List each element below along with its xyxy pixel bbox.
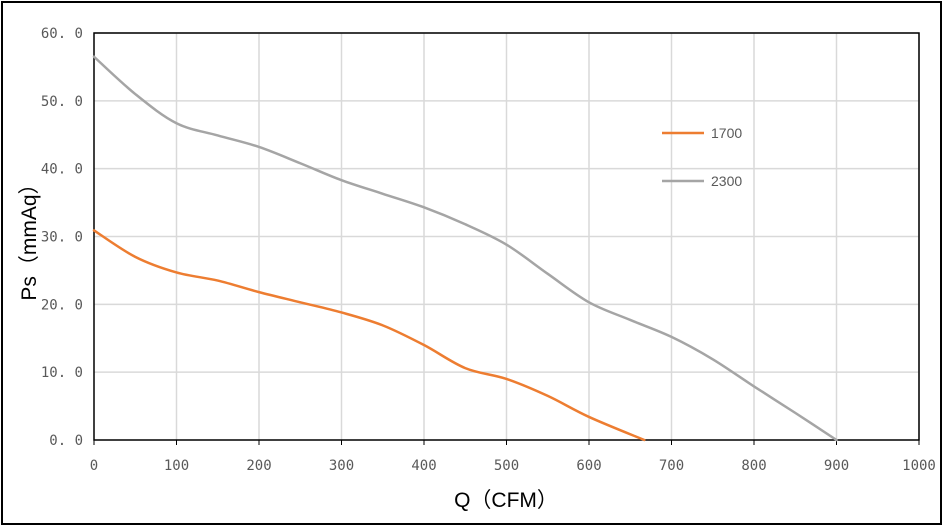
series-line-1700	[92, 229, 646, 442]
x-tick-label: 700	[659, 458, 684, 474]
y-axis-title: Ps（mmAq）	[18, 173, 41, 300]
x-tick-label: 200	[246, 458, 271, 474]
x-tick-label: 900	[824, 458, 849, 474]
y-tick-label: 10. 0	[41, 365, 83, 381]
x-tick-label: 0	[90, 458, 98, 474]
y-tick-label: 60. 0	[41, 26, 83, 42]
x-tick-label: 400	[411, 458, 436, 474]
legend-label-1700: 1700	[711, 125, 742, 141]
axes	[93, 32, 920, 445]
x-tick-labels: 0 100 200 300 400 500 600 700 800 900 1000	[90, 458, 936, 474]
x-axis-title: Q（CFM）	[454, 489, 558, 512]
legend-label-2300: 2300	[711, 173, 742, 189]
x-tick-label: 800	[741, 458, 766, 474]
x-tick-label: 100	[164, 458, 189, 474]
x-tick-label: 1000	[902, 458, 936, 474]
y-tick-label: 30. 0	[41, 230, 83, 246]
y-tick-label: 50. 0	[41, 94, 83, 110]
series-line-2300	[92, 55, 838, 442]
y-tick-label: 40. 0	[41, 162, 83, 178]
y-tick-labels: 0. 0 10. 0 20. 0 30. 0 40. 0 50. 0 60. 0	[41, 26, 83, 449]
x-tick-label: 500	[494, 458, 519, 474]
x-tick-label: 600	[576, 458, 601, 474]
y-tick-label: 0. 0	[49, 433, 83, 449]
x-tick-label: 300	[329, 458, 354, 474]
legend: 1700 2300	[662, 125, 742, 189]
series-lines	[92, 55, 838, 442]
y-tick-label: 20. 0	[41, 297, 83, 313]
